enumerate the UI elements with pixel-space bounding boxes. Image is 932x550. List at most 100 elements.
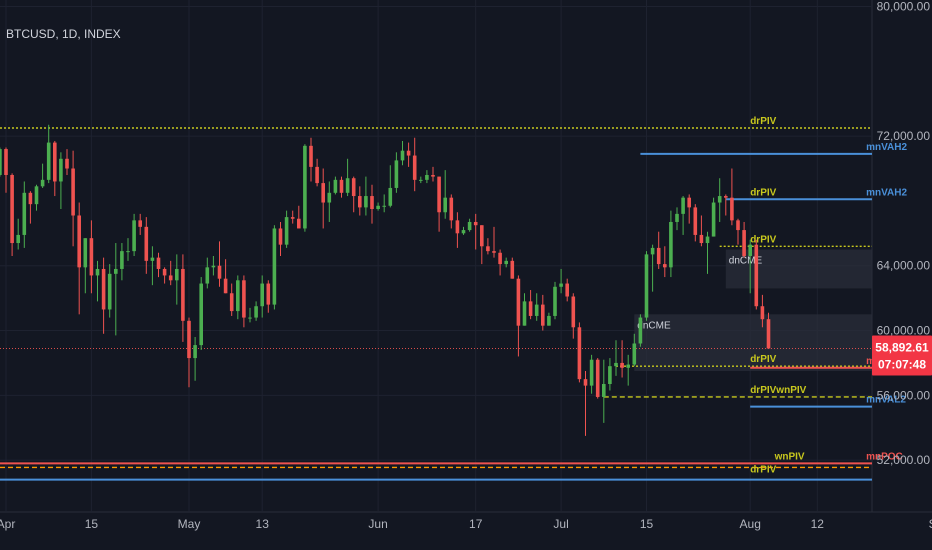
level-label: mnVAH2 — [866, 187, 907, 198]
candle-body — [327, 192, 332, 203]
candle-body — [16, 234, 20, 244]
candle-body — [193, 345, 197, 359]
levels: drPIV mnVAH2 drPIV mnVAH2 drPIV drPIV mnPOC drP… — [0, 116, 907, 481]
candle-body — [303, 145, 307, 229]
candle-body — [40, 179, 45, 187]
candle-body — [571, 296, 576, 328]
candle-body — [528, 301, 533, 316]
candle-body — [364, 196, 368, 208]
price-tick-label: 64,000.00 — [877, 259, 931, 273]
candle-body — [229, 293, 234, 312]
candle-body — [766, 319, 771, 349]
candle-body — [297, 218, 301, 229]
cme-zone-label: dnCME — [729, 256, 763, 267]
candle-body — [559, 283, 563, 287]
candle-body — [28, 192, 33, 205]
candle-body — [632, 343, 637, 365]
candle-body — [705, 236, 710, 244]
candle-body — [217, 265, 222, 279]
candle-body — [431, 174, 435, 177]
candle-body — [333, 179, 338, 193]
candle-body — [315, 166, 319, 184]
candle-body — [553, 286, 557, 316]
time-tick-label: 15 — [85, 517, 99, 531]
time-tick-label: Jul — [553, 517, 568, 531]
level-label: drPIV — [750, 354, 776, 365]
candle-body — [608, 366, 612, 384]
candle-body — [211, 265, 216, 268]
candle-body — [473, 221, 478, 226]
candle-body — [187, 320, 191, 359]
level-label: drPIV — [750, 234, 776, 245]
price-tick-label: 72,000.00 — [877, 129, 931, 143]
time-tick-label: Jun — [368, 517, 387, 531]
candle-body — [266, 283, 271, 305]
candle-body — [95, 268, 100, 276]
candle-body — [455, 220, 460, 234]
candle-body — [89, 238, 94, 276]
candle-body — [101, 268, 106, 310]
price-tick-label: 60,000.00 — [877, 324, 931, 338]
candle-body — [516, 278, 521, 326]
candle-body — [675, 213, 679, 222]
candle-body — [693, 207, 698, 235]
candle-body — [156, 257, 161, 269]
price-tick-label: 56,000.00 — [877, 388, 931, 402]
candle-body — [321, 183, 325, 203]
candle-body — [644, 254, 649, 318]
candle-body — [114, 268, 118, 274]
level-label: wnPIV — [774, 451, 805, 462]
candle-body — [406, 150, 411, 156]
candle-body — [162, 268, 167, 276]
candle-body — [419, 179, 423, 181]
candle-body — [437, 176, 441, 213]
candle-body — [669, 221, 673, 268]
candle-body — [394, 160, 399, 188]
candle-body — [309, 145, 313, 167]
time-tick-label: 13 — [256, 517, 270, 531]
candle-body — [388, 187, 393, 206]
candle-body — [71, 168, 75, 216]
candle-body — [522, 301, 527, 326]
candle-body — [541, 304, 545, 326]
level-label: drPIV — [750, 464, 776, 475]
candle-body — [83, 238, 88, 268]
candle-body — [199, 283, 203, 346]
time-tick-label: 17 — [469, 517, 483, 531]
candles — [0, 124, 771, 436]
price-tag: 58,892.61 07:07:48 — [872, 335, 932, 376]
price-axis: 80,000.00 72,000.00 64,000.00 60,000.00 56,0… — [877, 0, 931, 467]
candle-body — [754, 244, 759, 307]
candle-body — [254, 306, 258, 318]
candle-body — [10, 174, 14, 244]
candle-body — [272, 228, 277, 305]
candle-body — [150, 257, 155, 261]
candle-body — [626, 364, 630, 368]
level-label: mnVAL2 — [866, 395, 906, 406]
candle-body — [144, 226, 149, 261]
candle-body — [736, 220, 740, 231]
candle-body — [449, 197, 454, 221]
candle-body — [120, 251, 124, 269]
candle-body — [504, 260, 508, 265]
candle-body — [467, 221, 472, 231]
time-axis: Apr 15 May 13 Jun 17 Jul 15 Aug 12 Sep — [0, 517, 932, 531]
candle-body — [730, 197, 734, 221]
candle-body — [577, 327, 582, 380]
price-scale-background[interactable] — [872, 0, 932, 550]
candle-body — [339, 179, 344, 193]
candle-body — [663, 264, 667, 268]
candle-body — [717, 196, 722, 203]
price-tick-label: 80,000.00 — [877, 0, 931, 13]
candle-body — [565, 283, 569, 297]
candle-body — [650, 247, 655, 255]
candle-body — [400, 150, 405, 161]
cme-zone — [634, 314, 872, 372]
candle-body — [425, 174, 429, 180]
candle-body — [595, 359, 600, 397]
candle-body — [22, 192, 27, 235]
candle-body — [724, 196, 728, 198]
candle-body — [480, 225, 484, 247]
